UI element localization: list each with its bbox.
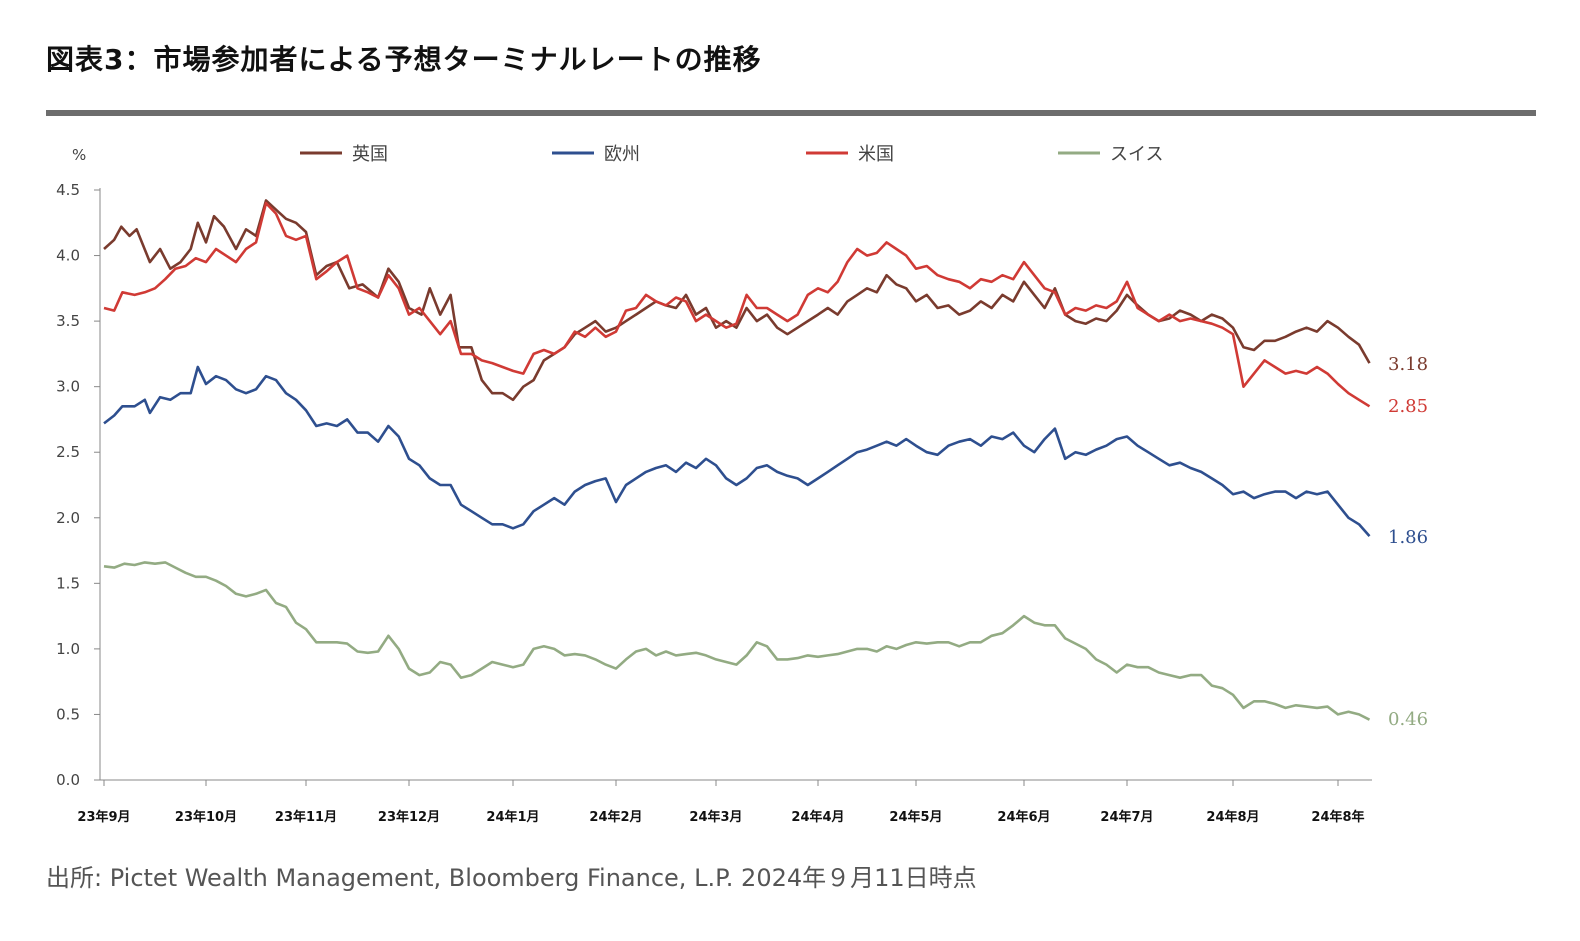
legend-label: 欧州 bbox=[604, 144, 640, 165]
y-tick-label: 3.0 bbox=[56, 378, 80, 396]
x-tick-label: 24年3月 bbox=[689, 809, 742, 825]
source-note: 出所: Pictet Wealth Management, Bloomberg … bbox=[46, 864, 977, 892]
y-tick-label: 4.0 bbox=[56, 247, 80, 265]
chart-end-labels: 3.18 1.86 2.85 0.46 bbox=[1388, 354, 1428, 730]
x-tick-label: 24年5月 bbox=[889, 809, 942, 825]
x-tick-label: 24年2月 bbox=[589, 809, 642, 825]
x-tick-label: 23年11月 bbox=[275, 809, 337, 825]
chart-legend: 英国 欧州 米国 スイス bbox=[300, 144, 1163, 165]
legend-label: 英国 bbox=[352, 144, 388, 165]
chart-lines bbox=[103, 199, 1371, 721]
end-value-label: 0.46 bbox=[1388, 709, 1428, 730]
y-tick-label: 3.5 bbox=[56, 312, 80, 330]
y-tick-label: 4.5 bbox=[56, 181, 80, 199]
chart-axes: % 0.0 0.5 1.0 1.5 2.0 2.5 3.0 3.5 4.0 4.5 23年9月 23年1… bbox=[56, 146, 1372, 825]
chart-title: 図表3：市場参加者による予想ターミナルレートの推移 bbox=[46, 43, 762, 76]
x-tick-label: 24年6月 bbox=[997, 809, 1050, 825]
title-divider bbox=[46, 110, 1536, 116]
x-tick-label: 23年9月 bbox=[77, 809, 130, 825]
end-value-label: 2.85 bbox=[1388, 396, 1428, 417]
series-line-3 bbox=[103, 561, 1371, 721]
y-tick-label: 2.5 bbox=[56, 443, 80, 461]
y-axis-unit: % bbox=[72, 146, 86, 164]
x-tick-label: 24年4月 bbox=[791, 809, 844, 825]
series-line-1 bbox=[103, 365, 1371, 537]
x-tick-label: 23年12月 bbox=[378, 809, 440, 825]
series-line-0 bbox=[103, 199, 1371, 402]
series-line-2 bbox=[103, 201, 1371, 408]
x-tick-label: 24年7月 bbox=[1100, 809, 1153, 825]
x-tick-label: 24年1月 bbox=[486, 809, 539, 825]
end-value-label: 1.86 bbox=[1388, 527, 1428, 548]
y-tick-label: 1.0 bbox=[56, 640, 80, 658]
y-tick-label: 1.5 bbox=[56, 574, 80, 592]
x-tick-label: 23年10月 bbox=[175, 809, 237, 825]
x-tick-label: 24年8月 bbox=[1206, 809, 1259, 825]
y-tick-label: 0.0 bbox=[56, 771, 80, 789]
x-tick-label: 24年8年 bbox=[1311, 809, 1364, 825]
legend-label: スイス bbox=[1110, 144, 1163, 165]
end-value-label: 3.18 bbox=[1388, 354, 1428, 375]
legend-label: 米国 bbox=[858, 144, 894, 165]
y-tick-label: 0.5 bbox=[56, 705, 80, 723]
y-tick-label: 2.0 bbox=[56, 509, 80, 527]
